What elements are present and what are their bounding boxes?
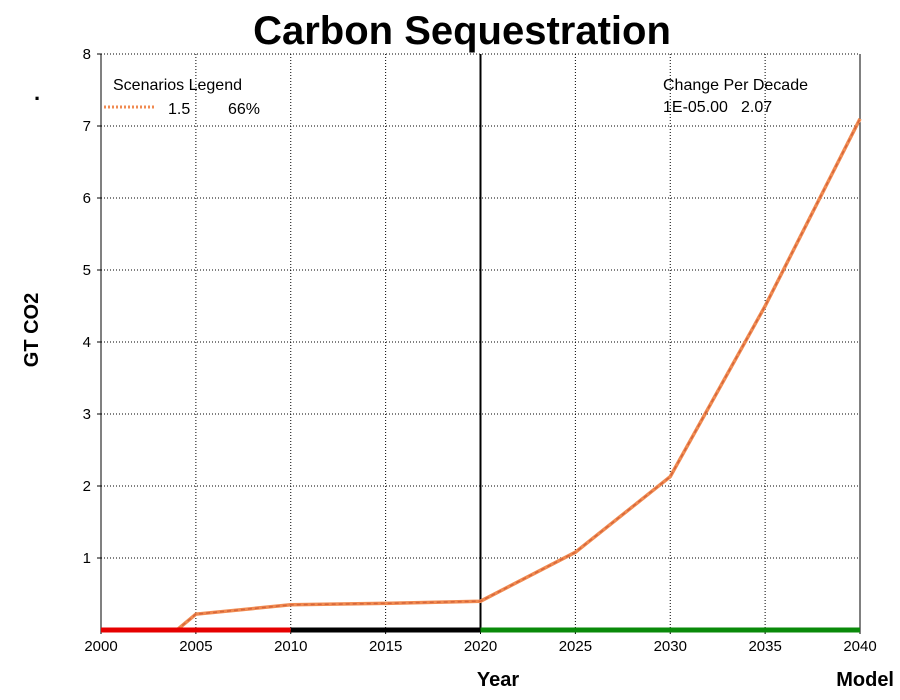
x-tick-2030: 2030 bbox=[654, 638, 687, 655]
series-line-1.5-base bbox=[175, 118, 862, 632]
y-tick-2: 2 bbox=[83, 478, 91, 495]
stray-dot: . bbox=[34, 80, 40, 105]
legend-title: Scenarios Legend bbox=[113, 77, 242, 94]
series-lines bbox=[175, 118, 862, 632]
x-tick-2000: 2000 bbox=[84, 638, 117, 655]
y-tick-6: 6 bbox=[83, 190, 91, 207]
model-label: Model bbox=[836, 669, 894, 691]
y-tick-4: 4 bbox=[83, 334, 91, 351]
y-tick-5: 5 bbox=[83, 262, 91, 279]
y-axis-label: GT CO2 bbox=[21, 293, 43, 367]
legend-entry-label: 1.5 bbox=[168, 101, 190, 118]
y-tick-3: 3 bbox=[83, 406, 91, 423]
scenarios-legend: Scenarios Legend 1.5 66% bbox=[104, 77, 260, 118]
change-value-green: 1E-05.00 bbox=[663, 99, 728, 116]
series-line-1.5 bbox=[176, 118, 861, 631]
x-tick-2005: 2005 bbox=[179, 638, 212, 655]
change-value-red: 2.07 bbox=[741, 99, 772, 116]
x-tick-labels: 2000 2005 2010 2015 2020 2025 2030 2035 2040 bbox=[84, 630, 877, 655]
x-tick-2015: 2015 bbox=[369, 638, 402, 655]
legend-entry-value: 66% bbox=[228, 101, 260, 118]
x-tick-2025: 2025 bbox=[559, 638, 592, 655]
x-tick-2035: 2035 bbox=[748, 638, 781, 655]
y-tick-7: 7 bbox=[83, 118, 91, 135]
x-axis-label: Year bbox=[477, 669, 519, 691]
chart-title: Carbon Sequestration bbox=[253, 9, 671, 53]
y-tick-1: 1 bbox=[83, 550, 91, 567]
change-per-decade-panel: Change Per Decade 1E-05.00 2.07 bbox=[663, 77, 808, 116]
x-tick-2040: 2040 bbox=[843, 638, 876, 655]
y-tick-8: 8 bbox=[83, 46, 91, 63]
change-panel-title: Change Per Decade bbox=[663, 77, 808, 94]
x-tick-2010: 2010 bbox=[274, 638, 307, 655]
x-tick-2020: 2020 bbox=[464, 638, 497, 655]
y-tick-labels: 1 2 3 4 5 6 7 8 bbox=[83, 46, 101, 567]
